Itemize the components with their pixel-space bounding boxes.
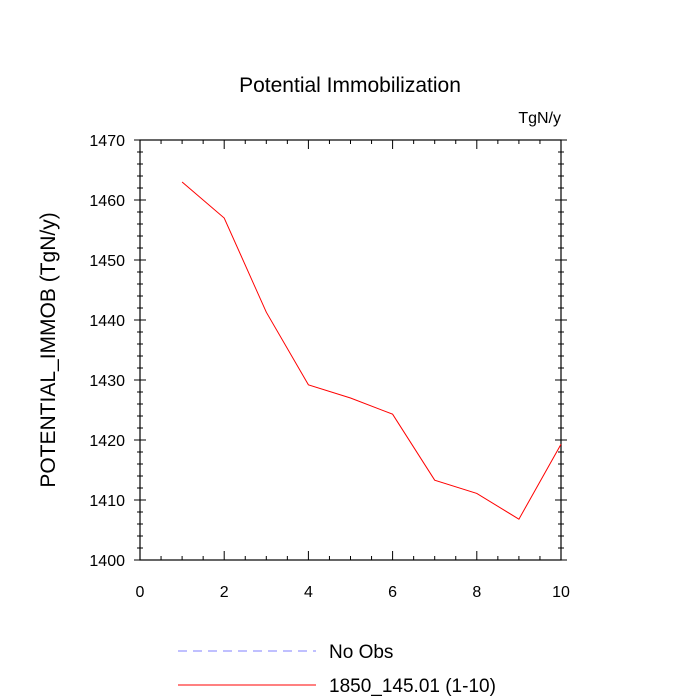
x-tick-label: 8 (472, 584, 481, 601)
y-tick-label: 1460 (89, 193, 125, 210)
x-tick-label: 10 (552, 584, 570, 601)
x-tick-label: 4 (304, 584, 313, 601)
x-tick-label: 0 (136, 584, 145, 601)
chart-title: Potential Immobilization (239, 74, 461, 97)
y-tick-label: 1430 (89, 373, 125, 390)
y-tick-label: 1440 (89, 313, 125, 330)
x-tick-label: 2 (220, 584, 229, 601)
legend-label: No Obs (329, 642, 393, 663)
y-tick-label: 1410 (89, 493, 125, 510)
plot-frame (139, 139, 562, 561)
chart-units-label: TgN/y (518, 110, 561, 127)
tick-labels: 0 2 4 6 8 10 1400 1410 1420 1430 1440 1450 1460 1470 (89, 133, 570, 601)
y-tick-label: 1470 (89, 133, 125, 150)
y-tick-label: 1400 (89, 553, 125, 570)
x-tick-label: 6 (388, 584, 397, 601)
y-tick-label: 1450 (89, 253, 125, 270)
y-tick-label: 1420 (89, 433, 125, 450)
y-axis-label: POTENTIAL_IMMOB (TgN/y) (37, 212, 60, 487)
series-layer (181, 181, 562, 520)
axis-ticks (134, 139, 567, 561)
legend: No Obs 1850_145.01 (1-10) (178, 642, 496, 697)
legend-label: 1850_145.01 (1-10) (329, 676, 496, 697)
series-line (181, 181, 562, 520)
